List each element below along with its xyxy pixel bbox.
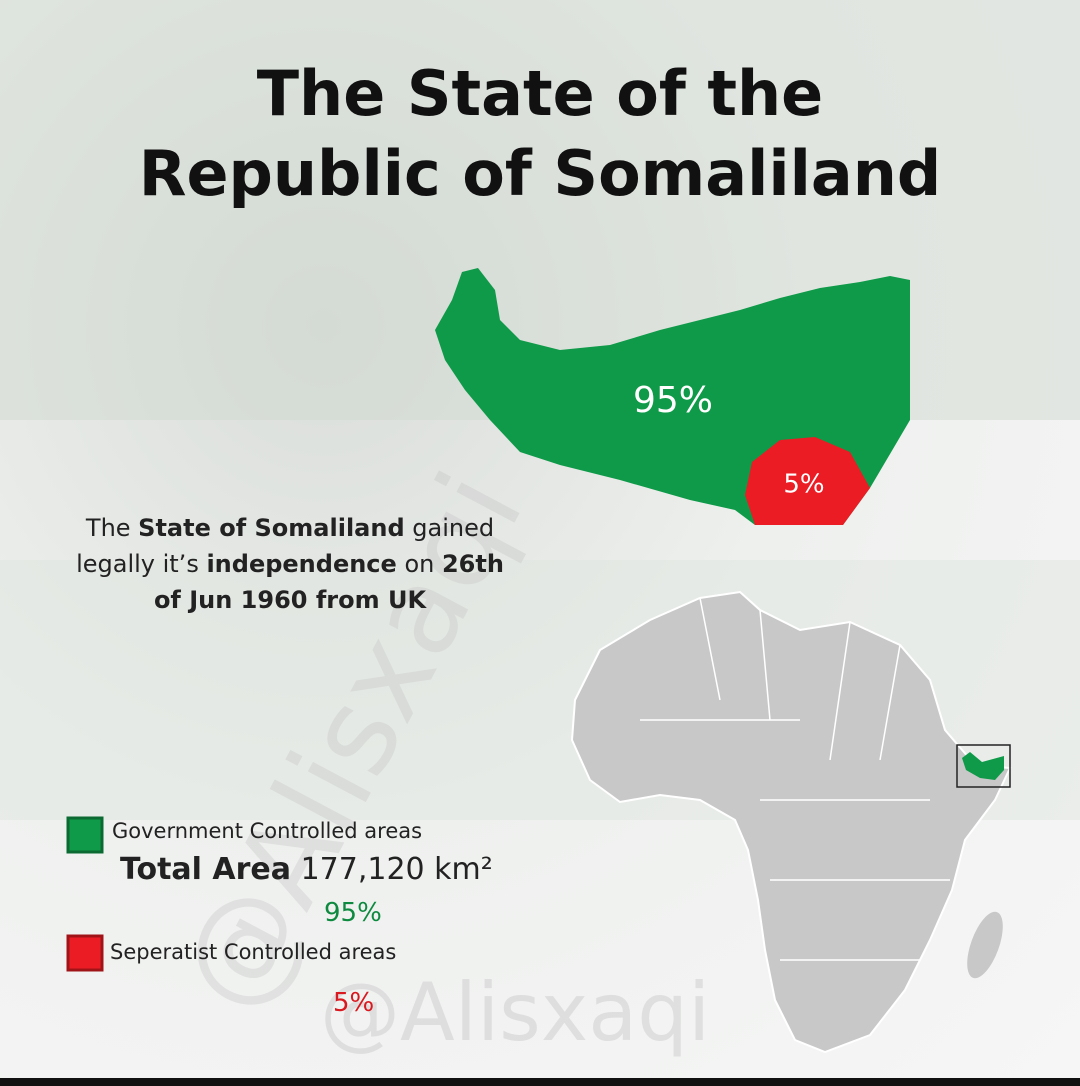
text-run: The <box>85 514 139 542</box>
description: The State of Somaliland gained legally i… <box>60 510 520 618</box>
separatist-area <box>745 437 870 525</box>
madagascar <box>967 911 1003 979</box>
map-label: 5% <box>783 470 824 500</box>
title-line: Republic of Somaliland <box>139 137 942 210</box>
legend-label: Seperatist Controlled areas <box>110 940 397 964</box>
text-run: 26th of Jun 1960 from UK <box>153 550 504 614</box>
africa-map <box>570 590 1012 1054</box>
text-run: gained legally it’s <box>76 514 495 578</box>
text-run: State of Somaliland <box>138 514 405 542</box>
legend-share: 95% <box>324 898 382 928</box>
legend-share: 5% <box>333 988 375 1018</box>
africa-borders <box>640 597 950 961</box>
legend-swatch <box>66 934 104 972</box>
legend-label: Government Controlled areas <box>112 819 423 843</box>
bottom-bar <box>0 1078 1080 1086</box>
text-run: on <box>396 550 442 578</box>
watermark: @Alisxaqi <box>320 966 710 1059</box>
inset-somaliland <box>962 752 1004 780</box>
total-area-value: 177,120 km² <box>300 852 493 887</box>
title-line: The State of the <box>257 57 823 130</box>
legend-swatch <box>66 816 104 854</box>
total-area: Total Area 177,120 km² <box>120 852 493 887</box>
inset-box <box>956 744 1011 788</box>
total-area-label: Total Area <box>120 852 292 887</box>
map-label: 95% <box>633 380 713 421</box>
text-run: independence <box>206 550 397 578</box>
